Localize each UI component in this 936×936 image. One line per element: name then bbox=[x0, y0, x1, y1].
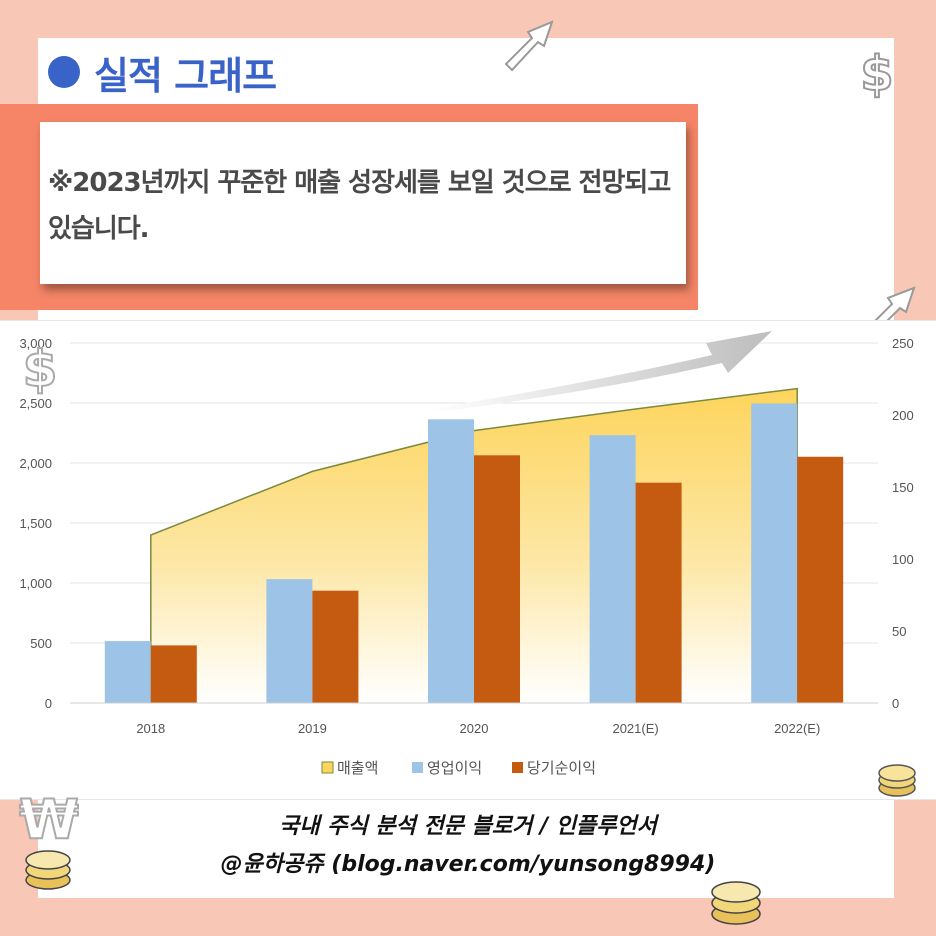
chart-panel: 0 500 1,000 1,500 2,000 2,500 3,000 0 50 100 150 20… bbox=[0, 320, 936, 800]
coins-icon bbox=[878, 764, 916, 797]
operating-profit-bar bbox=[589, 435, 636, 703]
operating-profit-bar bbox=[266, 579, 313, 703]
right-axis-tick-label: 250 bbox=[892, 336, 914, 351]
net-income-bar bbox=[474, 455, 520, 703]
x-axis-tick-label: 2022(E) bbox=[774, 721, 820, 736]
note-box: ※2023년까지 꾸준한 매출 성장세를 보일 것으로 전망되고 있습니다. bbox=[40, 122, 686, 284]
x-axis-tick-label: 2018 bbox=[136, 721, 165, 736]
right-axis-tick-label: 100 bbox=[892, 552, 914, 567]
operating-profit-bar bbox=[104, 641, 151, 703]
x-axis-tick-label: 2020 bbox=[460, 721, 489, 736]
net-income-bar bbox=[797, 456, 844, 703]
growth-arrow-icon bbox=[430, 331, 772, 413]
net-income-bar bbox=[150, 645, 197, 703]
right-axis-tick-label: 200 bbox=[892, 408, 914, 423]
svg-text:₩: ₩ bbox=[19, 788, 79, 848]
legend-label: 당기순이익 bbox=[527, 759, 596, 777]
legend-swatch bbox=[512, 762, 523, 773]
growth-arrow-icon bbox=[504, 20, 554, 72]
x-axis-tick-label: 2019 bbox=[298, 721, 327, 736]
net-income-bar bbox=[635, 482, 682, 703]
x-axis-tick-label: 2021(E) bbox=[612, 721, 658, 736]
footer-handle-line: @윤하공쥬 (blog.naver.com/yunsong8994) bbox=[220, 852, 716, 877]
section-header: 실적 그래프 bbox=[48, 42, 277, 102]
left-axis-tick-label: 2,000 bbox=[19, 456, 52, 471]
svg-text:$: $ bbox=[23, 340, 58, 396]
left-axis-tick-label: 3,000 bbox=[19, 336, 52, 351]
operating-profit-bar bbox=[428, 419, 474, 703]
bullet-dot-icon bbox=[48, 56, 80, 88]
legend-swatch bbox=[412, 762, 423, 773]
left-axis-tick-label: 1,000 bbox=[19, 576, 52, 591]
left-axis-tick-label: 1,500 bbox=[19, 516, 52, 531]
legend-label: 영업이익 bbox=[427, 759, 482, 777]
right-axis-tick-label: 150 bbox=[892, 480, 914, 495]
footer-blog-line: 국내 주식 분석 전문 블로거 / 인플루언서 bbox=[279, 814, 657, 839]
coins-icon bbox=[711, 881, 761, 925]
won-sign-icon: ₩ bbox=[18, 787, 80, 848]
net-income-bar bbox=[312, 590, 359, 703]
right-axis-tick-label: 0 bbox=[892, 696, 899, 711]
legend-label: 매출액 bbox=[337, 759, 378, 777]
coins-icon bbox=[25, 850, 71, 890]
operating-profit-bar bbox=[751, 403, 798, 703]
left-axis-tick-label: 2,500 bbox=[19, 396, 52, 411]
left-axis-tick-label: 500 bbox=[30, 636, 52, 651]
dollar-sign-icon: $ bbox=[859, 45, 894, 100]
page-title: 실적 그래프 bbox=[94, 53, 277, 98]
note-text: ※2023년까지 꾸준한 매출 성장세를 보일 것으로 전망되고 있습니다. bbox=[48, 168, 671, 244]
legend-swatch bbox=[321, 761, 334, 774]
left-axis-tick-label: 0 bbox=[45, 696, 52, 711]
right-axis-tick-label: 50 bbox=[892, 624, 906, 639]
performance-chart: 0 500 1,000 1,500 2,000 2,500 3,000 0 50 100 150 20… bbox=[19, 331, 914, 777]
dollar-sign-icon: $ bbox=[22, 339, 59, 396]
svg-text:$: $ bbox=[860, 46, 893, 100]
